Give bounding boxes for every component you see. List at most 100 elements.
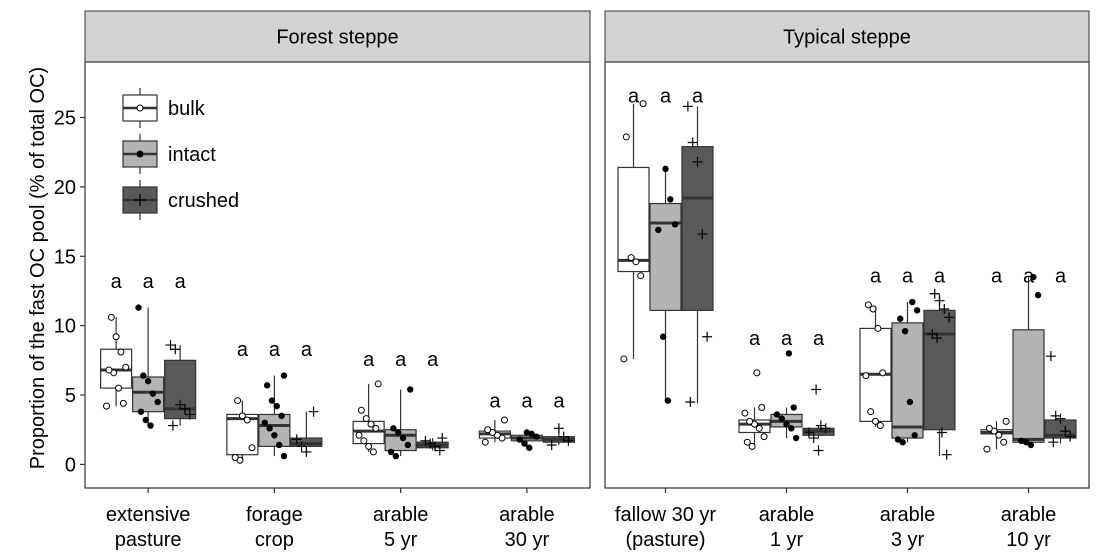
- significance-letter: a: [363, 349, 375, 371]
- data-point: [983, 445, 991, 453]
- significance-letter: a: [934, 266, 946, 288]
- data-point: [390, 425, 397, 432]
- y-axis-label: Proportion of the fast OC pool (% of tot…: [27, 67, 49, 469]
- data-point: [936, 427, 947, 438]
- data-point: [872, 417, 879, 425]
- data-point: [563, 435, 574, 446]
- x-tick-label: arable: [759, 504, 815, 526]
- box-body: [258, 413, 291, 447]
- box-intact: a: [258, 339, 291, 460]
- box-bulk: a: [738, 328, 771, 450]
- data-point: [790, 404, 797, 411]
- data-point: [778, 415, 785, 422]
- data-point: [692, 156, 703, 167]
- box-body: [1012, 329, 1045, 443]
- panel-area: [604, 61, 1090, 489]
- data-point: [275, 441, 283, 449]
- box-intact: a: [891, 266, 924, 446]
- significance-letter: a: [553, 391, 565, 413]
- box-intact: a: [384, 349, 417, 460]
- legend-marker: [134, 194, 146, 206]
- x-tick-label: extensive: [106, 504, 191, 526]
- data-point: [149, 390, 157, 397]
- data-point: [758, 404, 766, 412]
- data-point: [395, 429, 402, 436]
- data-point: [1034, 291, 1042, 299]
- significance-letter: a: [628, 85, 640, 107]
- legend-marker: [136, 150, 144, 158]
- significance-letter: a: [781, 328, 793, 350]
- data-point: [434, 445, 445, 456]
- y-tick-label: 10: [54, 316, 76, 338]
- x-tick-label: 5 yr: [384, 529, 418, 551]
- data-point: [985, 424, 993, 432]
- significance-letter: a: [427, 349, 439, 371]
- significance-letter: a: [143, 271, 155, 293]
- y-tick-label: 0: [65, 454, 76, 476]
- data-point: [746, 417, 754, 425]
- data-point: [103, 402, 111, 410]
- x-tick-label: 30 yr: [505, 529, 550, 551]
- x-tick-label: crop: [255, 529, 294, 551]
- panel-strip: [84, 10, 591, 63]
- data-point: [481, 438, 489, 446]
- data-point: [263, 382, 271, 389]
- data-point: [399, 434, 407, 442]
- data-point: [1018, 437, 1025, 445]
- box-intact: a: [1012, 266, 1045, 449]
- data-point: [741, 409, 749, 417]
- data-point: [234, 397, 242, 405]
- significance-letter: a: [749, 328, 761, 350]
- data-point: [906, 398, 914, 406]
- data-point: [231, 453, 239, 461]
- data-point: [627, 254, 635, 262]
- data-point: [864, 301, 872, 309]
- data-point: [521, 440, 528, 447]
- data-point: [553, 423, 564, 434]
- data-point: [753, 369, 761, 377]
- significance-letter: a: [237, 339, 249, 361]
- data-point: [755, 424, 763, 432]
- y-tick-label: 5: [65, 385, 76, 407]
- data-point: [743, 438, 751, 446]
- box-crushed: a: [416, 349, 449, 456]
- data-point: [639, 100, 647, 108]
- data-point: [911, 432, 918, 439]
- data-point: [909, 298, 916, 306]
- data-point: [785, 350, 793, 357]
- panel-area: [84, 61, 591, 489]
- significance-letter: a: [111, 271, 123, 293]
- data-point: [268, 397, 276, 404]
- box-crushed: a: [164, 271, 197, 431]
- legend-item-crushed: crushed: [122, 180, 239, 220]
- data-point: [659, 333, 667, 340]
- data-point: [899, 439, 906, 446]
- data-point: [261, 419, 268, 426]
- data-point: [362, 415, 370, 423]
- significance-letter: a: [692, 85, 704, 107]
- data-point: [278, 412, 285, 420]
- y-tick-label: 15: [54, 246, 76, 268]
- data-point: [792, 434, 800, 442]
- data-point: [140, 372, 147, 379]
- data-point: [685, 396, 696, 407]
- data-point: [296, 441, 307, 452]
- data-point: [913, 307, 921, 314]
- box-crushed: a: [1044, 266, 1077, 448]
- box-crushed: a: [290, 339, 323, 457]
- box-body: [891, 322, 924, 439]
- data-point: [107, 313, 115, 321]
- box-intact: a: [132, 271, 165, 429]
- data-point: [697, 229, 708, 240]
- data-point: [637, 272, 645, 280]
- data-point: [620, 355, 628, 363]
- data-point: [271, 432, 278, 439]
- data-point: [874, 324, 882, 332]
- y-axis-title: Proportion of the fast OC pool (% of tot…: [27, 67, 49, 469]
- data-point: [929, 288, 940, 299]
- box-crushed: a: [923, 266, 956, 460]
- data-point: [876, 422, 884, 430]
